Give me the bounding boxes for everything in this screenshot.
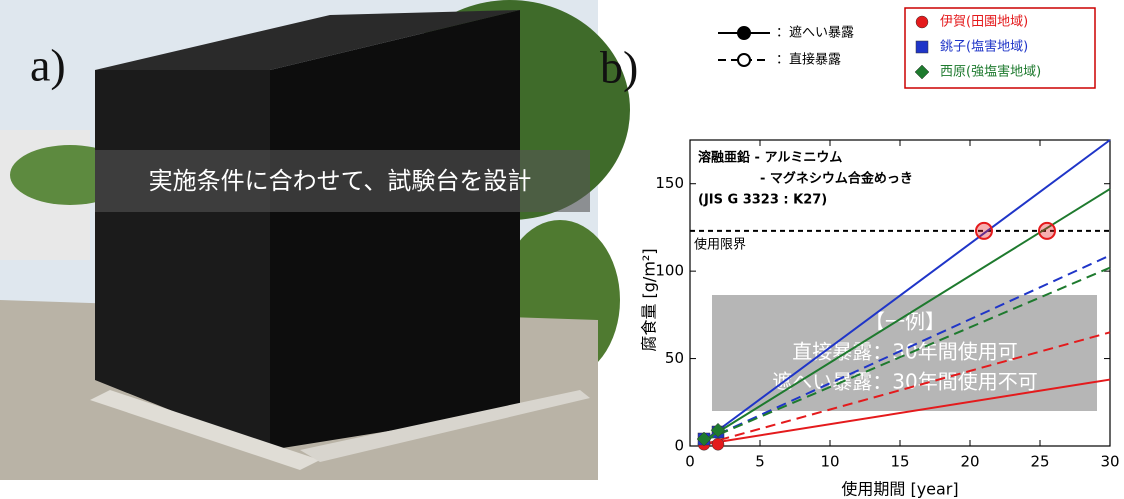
y-tick-label: 100 — [655, 262, 684, 280]
series-line — [703, 378, 1111, 446]
rail — [300, 390, 590, 462]
caption-band — [95, 150, 590, 212]
stand-front — [270, 10, 520, 450]
legend-label: 西原(強塩害地域) — [940, 64, 1041, 80]
marker — [915, 15, 929, 29]
marker — [710, 422, 726, 438]
series-line — [703, 266, 1111, 442]
photo: 実施条件に合わせて、試験台を設計 a) — [0, 0, 630, 480]
rail — [90, 390, 320, 470]
series-line — [703, 188, 1111, 442]
photo-caption: 実施条件に合わせて、試験台を設計 — [149, 167, 532, 195]
note-text: 【一例】 — [865, 310, 945, 334]
x-tick-label: 5 — [755, 453, 765, 471]
x-tick-label: 20 — [960, 453, 979, 471]
y-tick-label: 150 — [655, 174, 684, 192]
marker — [711, 438, 725, 451]
x-tick-label: 10 — [820, 453, 839, 471]
legend-marker — [737, 26, 751, 40]
marker — [696, 431, 712, 447]
limit-point — [975, 221, 993, 240]
limit-label: 使用限界 — [694, 236, 746, 252]
limit-point — [1038, 221, 1056, 240]
note-text: 直接暴露：30年間使用可 — [792, 340, 1017, 364]
y-tick-label: 0 — [674, 437, 684, 455]
series-line — [703, 331, 1111, 446]
x-tick-label: 15 — [890, 453, 909, 471]
legend-label: ：直接暴露 — [776, 52, 841, 68]
marker — [914, 64, 930, 80]
stand-top — [95, 10, 520, 70]
series-line — [703, 139, 1111, 442]
x-tick-label: 0 — [685, 453, 695, 471]
legend-label: ：遮へい暴露 — [776, 25, 854, 41]
annotation: - マグネシウム合金めっき — [760, 171, 913, 187]
legend-label: 銚子(塩害地域) — [940, 39, 1028, 55]
legend-marker — [737, 53, 751, 67]
x-axis-label: 使用期間 [year] — [841, 480, 958, 499]
series-line — [703, 254, 1111, 442]
marker — [915, 40, 929, 54]
x-tick-label: 30 — [1100, 453, 1119, 471]
y-axis-label: 腐食量 [g/m²] — [640, 248, 659, 351]
x-tick-label: 25 — [1030, 453, 1049, 471]
y-tick-label: 50 — [665, 349, 684, 367]
legend-label: 伊賀(田園地域) — [940, 15, 1028, 30]
chart: b)【一例】直接暴露：30年間使用可遮へい暴露：30年間使用不可05010015… — [600, 7, 1120, 499]
panel-label: a) — [30, 40, 66, 91]
annotation: 溶融亜鉛 - アルミニウム — [698, 150, 842, 166]
annotation: (JIS G 3323 : K27) — [698, 193, 827, 208]
panel-label: b) — [600, 42, 638, 93]
legend-box — [904, 7, 1096, 89]
